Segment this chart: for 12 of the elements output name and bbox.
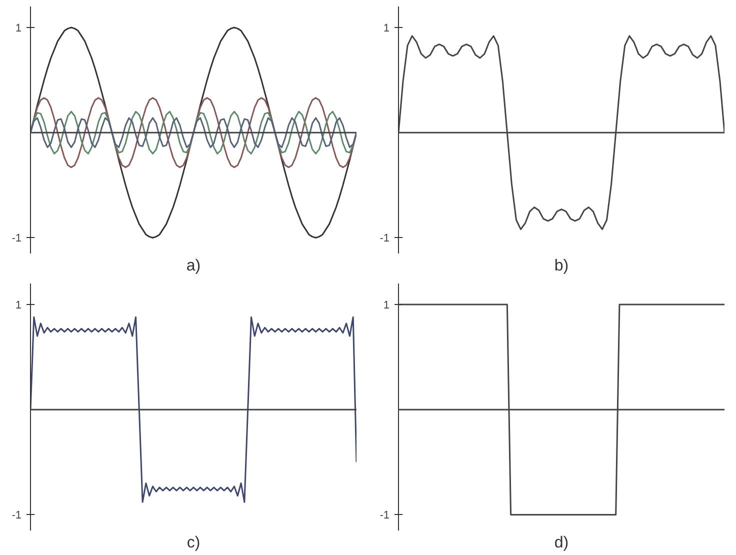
y-tick-label: 1 [15,22,22,35]
y-tick-label: -1 [380,510,390,522]
x-axis-title: c) [186,534,200,552]
y-tick-label: 1 [383,300,390,312]
x-axis-title: b) [554,258,569,274]
y-tick-label: 1 [15,300,22,312]
x-axis-title: a) [186,258,201,274]
y-tick-label: 1 [383,22,390,35]
y-tick-label: -1 [12,232,22,245]
x-axis-title: d) [554,534,569,552]
y-tick-label: -1 [380,232,390,245]
y-tick-label: -1 [12,510,22,522]
